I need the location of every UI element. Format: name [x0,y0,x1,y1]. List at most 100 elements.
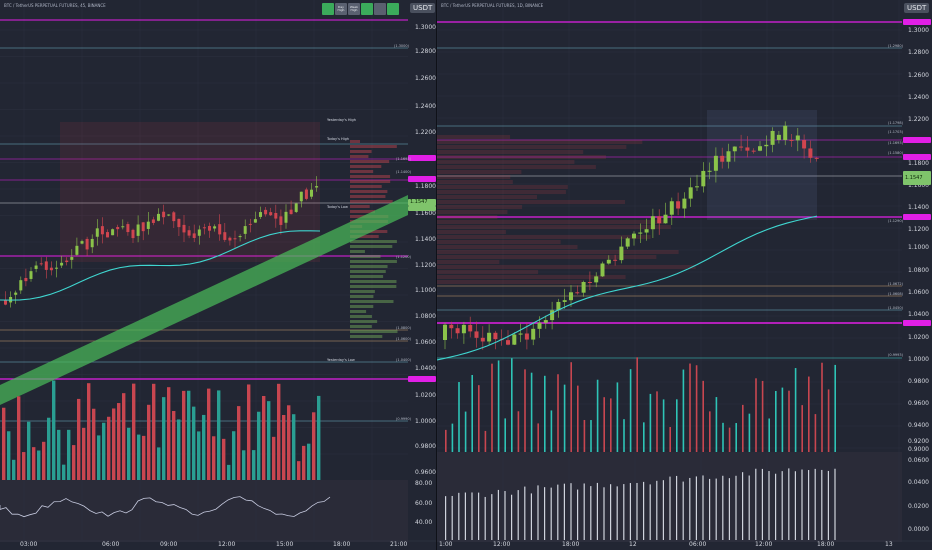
volume-bar [72,445,76,480]
candle-body [80,241,84,244]
volume-bar [127,427,131,480]
time-tick: 03:00 [20,541,38,548]
lower-tick: 0.0000 [908,526,929,533]
candle-body [764,144,769,147]
candle-body [136,224,140,236]
volume-bar [517,411,520,452]
candle-body [808,148,813,158]
volume-bar [761,380,764,452]
volume-bar [17,396,21,480]
time-tick: 06:00 [102,541,120,548]
candle-body [106,232,109,238]
candle-body [167,214,171,216]
panel-divider[interactable] [436,0,437,550]
left-chart-panel[interactable]: BTC / TetherUS PERPETUAL FUTURES, 45, BI… [0,0,436,550]
volume-bar [97,435,101,480]
level-label: (1.1580) [888,151,903,155]
level-label: (0.9993) [888,353,903,357]
histogram-bar [715,478,717,540]
toolbar-button-5[interactable] [374,3,386,15]
histogram-bar [497,489,499,540]
volume-bar [524,369,526,452]
right-chart-panel[interactable]: BTC / TetherUS PERPETUAL FUTURES, 1D, BI… [437,0,932,550]
price-tick: 1.3000 [908,27,929,34]
price-tick: 1.0000 [908,356,929,363]
volume-bar [695,365,698,452]
candle-body [688,187,693,199]
histogram-bar [530,493,532,540]
price-tick: 1.1600 [415,210,436,217]
price-tick: 0.9600 [908,400,929,407]
volume-bar [570,362,572,452]
volume-bar [2,407,6,480]
left-level-tag [408,376,436,382]
histogram-bar [821,469,823,540]
volume-bar [742,404,744,452]
candle-body [474,331,479,338]
right-currency-label[interactable]: USDT [904,3,930,13]
candle-body [795,135,800,141]
volume-profile-bar [437,210,508,214]
histogram-bar [682,481,684,540]
candle-body [575,292,580,294]
toolbar-button-6[interactable] [387,3,399,15]
volume-profile-bar [350,290,375,293]
candle-body [650,216,655,230]
volume-bar [530,372,533,452]
osc-tick: 60.00 [415,500,433,507]
volume-profile-bar [437,250,679,254]
histogram-bar [814,468,816,540]
toolbar-button-1[interactable] [322,3,334,15]
price-tick: 1.0600 [908,289,929,296]
toolbar-button-3[interactable]: Week High [348,3,360,15]
candle-body [663,214,668,224]
volume-bar [317,395,321,480]
right-chart-canvas[interactable] [437,0,932,550]
volume-bar [801,405,803,452]
volume-profile-bar [437,260,500,264]
volume-bar [307,443,311,480]
left-chart-canvas[interactable] [0,0,436,550]
left-level-tag [408,176,436,182]
volume-bar [177,419,181,480]
volume-profile-bar [350,205,370,208]
price-tick: 1.1600 [908,182,929,189]
price-tick: 1.2600 [415,75,436,82]
osc-tick: 40.00 [415,519,433,526]
toolbar-button-4[interactable] [361,3,373,15]
volume-bar [152,383,156,480]
histogram-bar [478,492,480,540]
volume-bar [610,398,612,452]
volume-profile-bar [437,220,665,224]
volume-bar [794,368,797,452]
right-symbol-header: BTC / TetherUS PERPETUAL FUTURES, 1D, BI… [441,3,544,8]
histogram-bar [616,486,618,540]
candle-body [111,229,115,236]
price-tick: 0.9400 [908,422,929,429]
left-currency-label[interactable]: USDT [410,3,436,13]
volume-profile-bar [350,185,382,188]
histogram-bar [445,496,447,540]
volume-bar [272,436,276,480]
histogram-bar [550,487,552,540]
price-tick: 1.0800 [908,267,929,274]
histogram-bar [702,475,704,540]
candle-body [213,226,217,229]
volume-bar [603,397,605,452]
volume-bar [162,397,166,480]
volume-bar [662,399,665,452]
toolbar-button-2[interactable]: Day High [335,3,347,15]
volume-profile-bar [437,280,583,284]
candle-body [116,227,120,230]
candle-body [814,157,819,159]
candle-body [182,224,186,233]
price-tick: 1.2400 [415,103,436,110]
histogram-bar [748,475,750,540]
volume-profile-bar [350,175,391,178]
volume-bar [212,436,216,480]
histogram-bar [484,496,486,540]
candle-body [606,259,611,264]
osc-tick: 80.00 [415,480,433,487]
candle-body [131,229,135,239]
price-tick: 1.0200 [908,334,929,341]
